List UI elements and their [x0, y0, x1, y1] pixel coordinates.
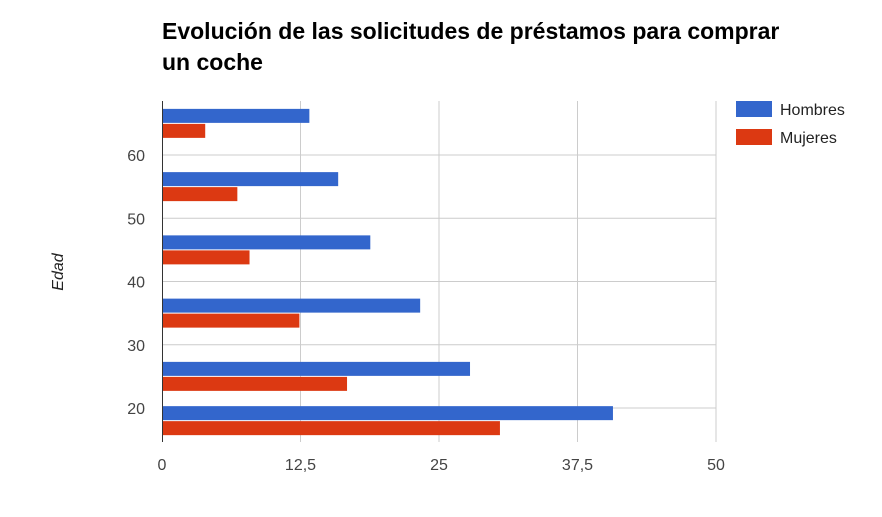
- y-tick-label: 40: [127, 275, 145, 292]
- bar-mujeres-45: [162, 250, 250, 265]
- y-tick-labels: 20 30 40 50 60: [127, 148, 145, 418]
- y-tick-label: 60: [127, 148, 145, 165]
- bar-hombres-18: [162, 406, 613, 421]
- bar-hombres-65: [162, 108, 310, 123]
- bar-mujeres-65: [162, 123, 206, 138]
- x-tick-labels: 0 12,5 25 37,5 50: [158, 457, 725, 474]
- bar-mujeres-18: [162, 421, 500, 436]
- legend-swatch-hombres: [736, 101, 772, 117]
- x-tick-label: 37,5: [562, 457, 593, 474]
- chart-title: Evolución de las solicitudes de préstamo…: [162, 18, 780, 75]
- bar-hombres-45: [162, 235, 371, 250]
- bar-mujeres-55: [162, 187, 238, 202]
- x-tick-label: 12,5: [285, 457, 316, 474]
- legend-label-hombres: Hombres: [780, 102, 845, 119]
- legend: Hombres Mujeres: [736, 101, 845, 147]
- y-tick-label: 30: [127, 338, 145, 355]
- legend-label-mujeres: Mujeres: [780, 130, 837, 147]
- x-tick-label: 25: [430, 457, 448, 474]
- bar-mujeres-35: [162, 313, 300, 328]
- bar-hombres-35: [162, 298, 421, 313]
- bar-hombres-55: [162, 172, 339, 187]
- legend-swatch-mujeres: [736, 129, 772, 145]
- bar-hombres-25: [162, 361, 471, 376]
- x-tick-label: 50: [707, 457, 725, 474]
- y-tick-label: 20: [127, 401, 145, 418]
- y-axis-label: Edad: [50, 252, 67, 290]
- bars: [162, 108, 613, 436]
- bar-mujeres-25: [162, 376, 348, 391]
- x-tick-label: 0: [158, 457, 167, 474]
- y-tick-label: 50: [127, 211, 145, 228]
